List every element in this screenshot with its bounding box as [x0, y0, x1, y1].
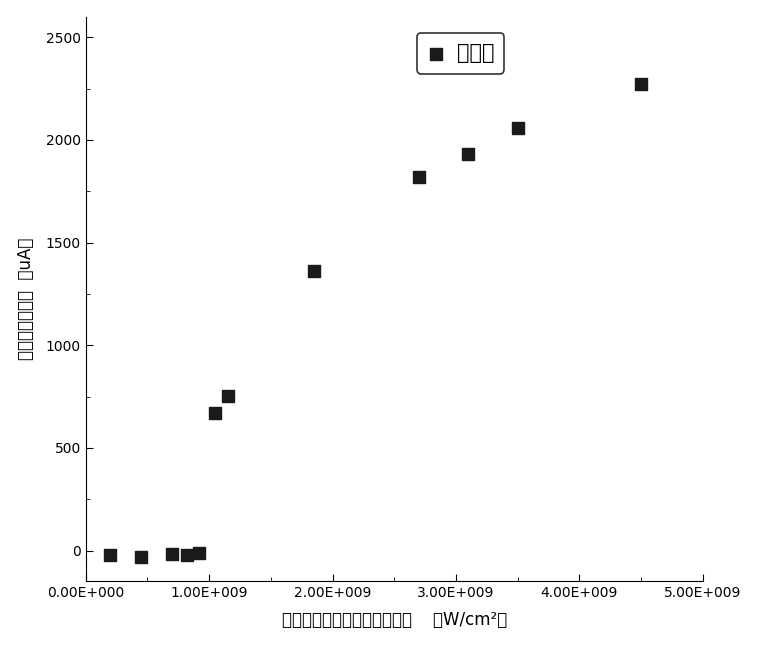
暗电流 [308, 266, 320, 276]
暗电流 [135, 552, 147, 562]
暗电流 [462, 149, 475, 160]
暗电流 [512, 122, 524, 132]
暗电流 [105, 550, 117, 560]
X-axis label: 辐照探测器的强激光功率密度    （W/cm²）: 辐照探测器的强激光功率密度 （W/cm²） [281, 611, 507, 629]
暗电流 [221, 390, 233, 401]
Legend: 暗电流: 暗电流 [417, 33, 505, 74]
暗电流 [413, 172, 425, 182]
Y-axis label: 探测器的暗电流  （uA）: 探测器的暗电流 （uA） [17, 238, 35, 360]
暗电流 [166, 549, 178, 559]
暗电流 [635, 79, 647, 90]
暗电流 [209, 408, 221, 418]
暗电流 [193, 548, 205, 558]
暗电流 [181, 550, 193, 560]
